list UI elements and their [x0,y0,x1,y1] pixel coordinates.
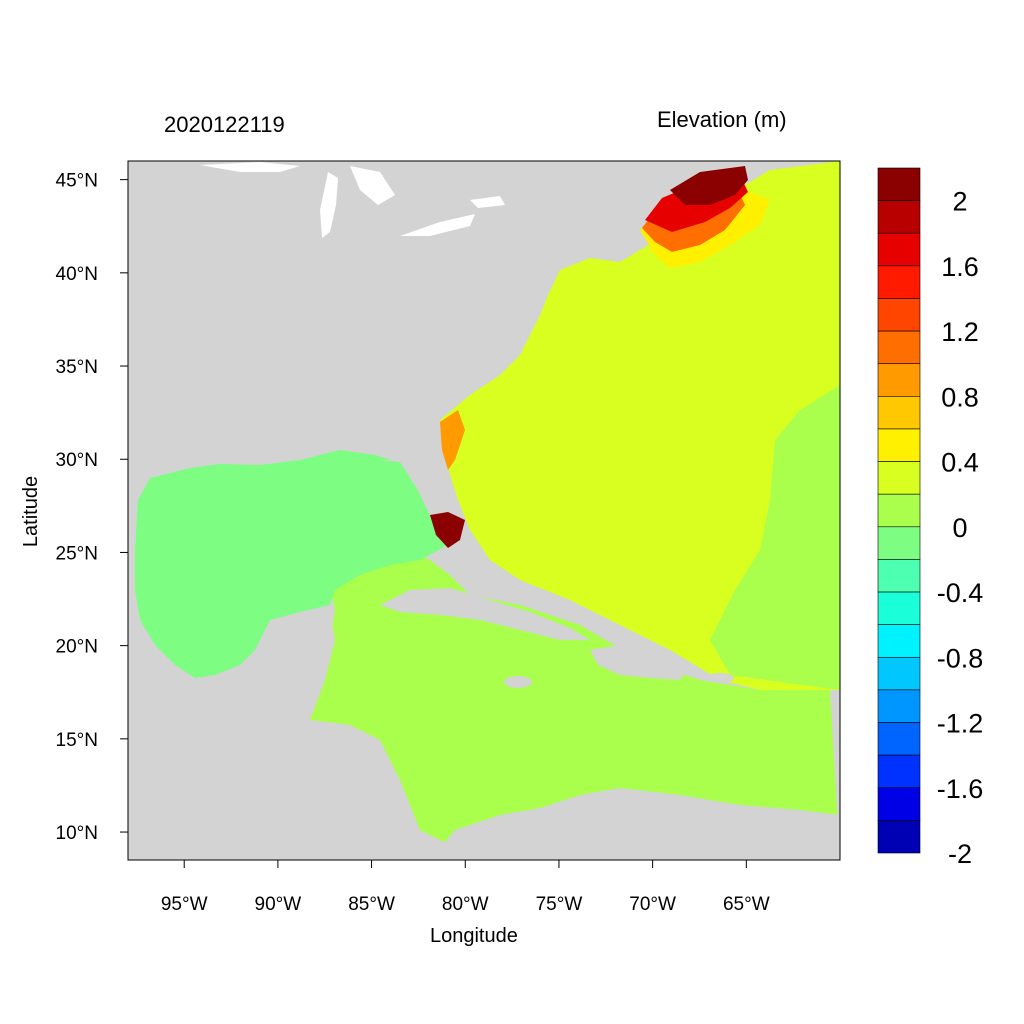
yucatan-land [250,610,335,722]
atlantic-east-region [710,385,840,690]
colorbar-band [877,330,921,365]
great-lake-ontario [470,196,505,208]
atlantic-ocean [440,161,840,690]
great-lake-erie [400,214,475,236]
variable-title: Elevation (m) [657,107,787,132]
map-area [128,161,840,860]
florida-surge [430,512,465,548]
y-tick-label: 35°N [56,357,98,378]
cuba-land [380,588,590,640]
y-tick-label: 20°N [56,637,98,658]
colorbar-label: 0 [952,513,967,543]
colorbar-label: -1.2 [937,709,984,739]
colorbar-label: 1.2 [941,317,979,347]
florida-east-surge [440,410,465,470]
great-lake-michigan [320,172,338,238]
colorbar-label: 1.6 [941,252,979,282]
colorbar-label: 0.8 [941,382,979,412]
colorbar-label: 0.4 [941,448,979,478]
y-tick-label: 30°N [56,450,98,471]
plot-frame [127,160,841,861]
caribbean-sea [310,545,840,860]
x-tick-label: 90°W [255,894,302,915]
colorbar-label: -0.4 [937,578,984,608]
x-tick-label: 80°W [442,894,489,915]
colorbar-band [877,820,921,854]
y-tick-label: 25°N [56,543,98,564]
colorbar-label: -0.8 [937,643,984,673]
y-tick-label: 10°N [56,823,98,844]
colorbar-band [877,232,921,267]
x-axis-ticks: 95°W 90°W 85°W 80°W 75°W 70°W 65°W [161,860,770,915]
y-tick-label: 15°N [56,730,98,751]
y-axis-ticks: 45°N 40°N 35°N 30°N 25°N 20°N 15°N 10°N [56,171,128,844]
gulf-of-mexico [135,450,448,678]
great-lake-huron [350,166,395,205]
jamaica-land [504,676,532,688]
colorbar-label: 2 [952,187,967,217]
colorbar-band [877,200,921,234]
colorbar-band [877,396,921,430]
x-tick-label: 70°W [629,894,676,915]
colorbar-band [877,167,921,201]
colorbar-band [877,591,921,625]
colorbar: 2 1.6 1.2 0.8 0.4 0 -0.4 -0.8 -1.2 -1.6 -2 [877,167,984,869]
colorbar-band [877,428,921,462]
puerto-rico-land [706,673,734,683]
y-tick-label: 40°N [56,264,98,285]
timestamp-title: 2020122119 [164,112,285,137]
colorbar-band [877,559,921,593]
colorbar-band [877,787,921,821]
x-axis-label: Longitude [430,925,518,947]
x-tick-label: 95°W [161,894,208,915]
x-tick-label: 85°W [348,894,395,915]
colorbar-band [877,298,921,332]
colorbar-band [877,656,921,691]
colorbar-band [877,722,921,756]
surge-zone-extreme [670,166,748,205]
great-lake-superior [200,162,300,172]
x-tick-label: 65°W [723,894,770,915]
south-america-land [430,788,840,860]
y-tick-label: 45°N [56,171,98,192]
hispaniola-land [590,645,690,680]
colorbar-label: -2 [948,839,972,869]
colorbar-band [877,526,921,560]
colorbar-band [877,754,921,789]
colorbar-label: -1.6 [937,774,984,804]
colorbar-band [877,265,921,299]
x-tick-label: 75°W [536,894,583,915]
colorbar-band [877,493,921,528]
colorbar-band [877,461,921,495]
colorbar-band [877,689,921,723]
colorbar-band [877,363,921,397]
colorbar-band [877,624,921,658]
